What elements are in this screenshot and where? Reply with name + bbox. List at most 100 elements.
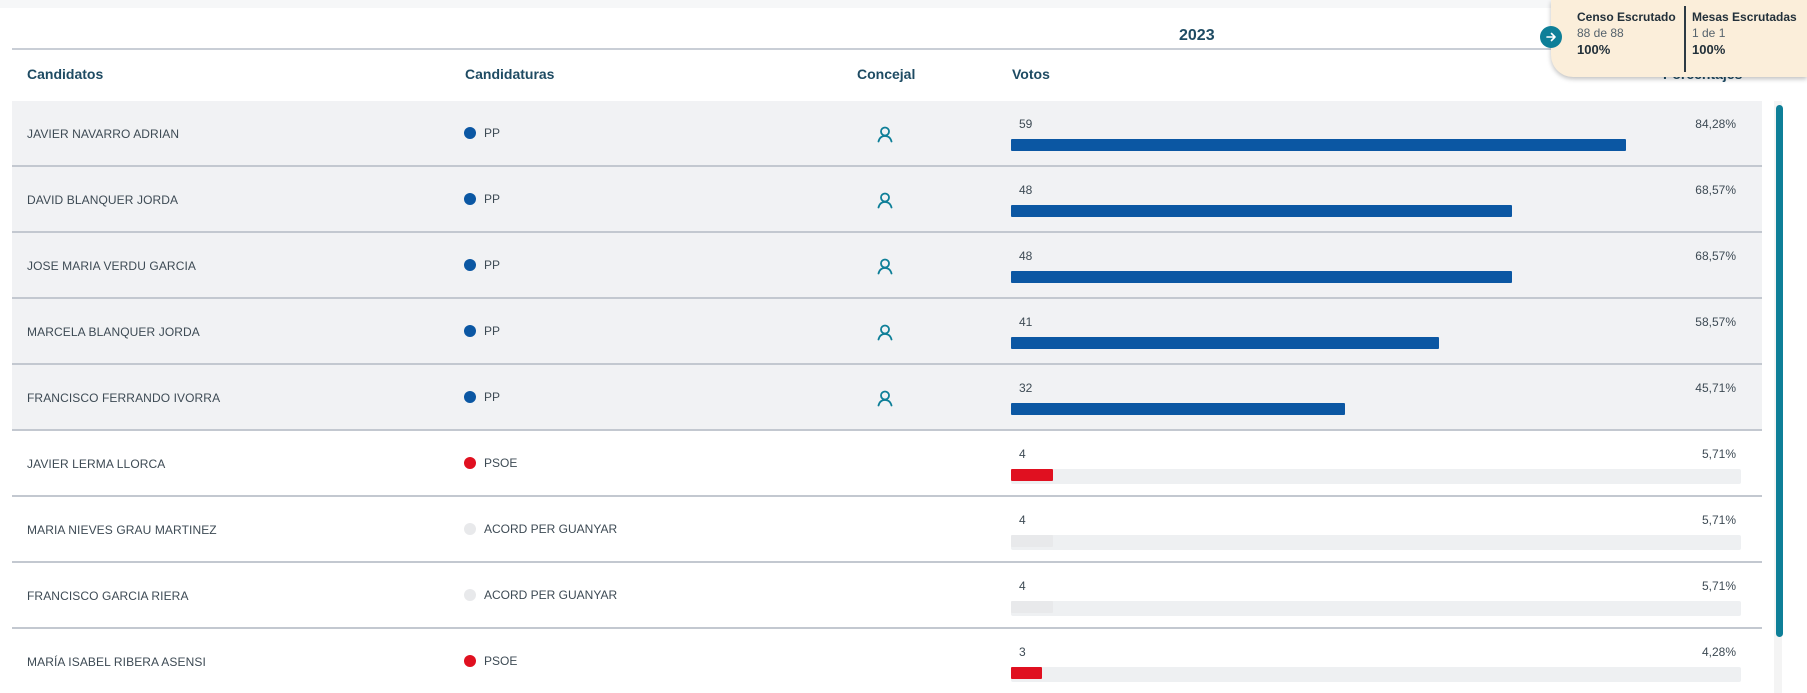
vote-count: 4 [1019, 447, 1026, 461]
party-name: ACORD PER GUANYAR [484, 522, 618, 536]
summary-divider [1684, 6, 1686, 72]
candidate-name: MARCELA BLANQUER JORDA [27, 325, 200, 339]
party-label: ACORD PER GUANYAR [464, 588, 617, 602]
party-label: PP [464, 390, 500, 404]
party-label: PP [464, 126, 500, 140]
table-row: MARCELA BLANQUER JORDA PP 41 58,57% [12, 299, 1762, 365]
vote-percentage: 5,71% [1701, 579, 1736, 593]
year-label: 2023 [1179, 27, 1215, 44]
scrollbar-thumb[interactable] [1776, 105, 1783, 637]
vote-bar-fill [1011, 535, 1053, 547]
year-header: 2023 [12, 25, 1762, 50]
party-name: PP [484, 258, 501, 272]
party-color-dot [464, 457, 476, 469]
party-color-dot [464, 127, 476, 139]
vote-bar-track [1011, 469, 1741, 484]
party-name: PSOE [484, 456, 518, 470]
party-color-dot [464, 193, 476, 205]
vote-count: 32 [1019, 381, 1033, 395]
vote-bar-track [1011, 271, 1741, 286]
party-label: PP [464, 324, 500, 338]
table-row: JOSE MARIA VERDU GARCIA PP 48 68,57% [12, 233, 1762, 299]
vote-count: 3 [1019, 645, 1026, 659]
summary-toggle-button[interactable] [1540, 26, 1562, 48]
vote-bar-fill [1011, 403, 1345, 415]
table-row: JAVIER LERMA LLORCA PSOE 4 5,71% [12, 431, 1762, 497]
table-row: DAVID BLANQUER JORDA PP 48 68,57% [12, 167, 1762, 233]
table-row: JAVIER NAVARRO ADRIAN PP 59 84,28% [12, 101, 1762, 167]
scrutiny-summary-panel: Censo Escrutado 88 de 88 100% Mesas Escr… [1551, 0, 1807, 77]
vote-percentage: 68,57% [1695, 249, 1736, 263]
vote-bar-fill [1011, 337, 1439, 349]
party-label: PP [464, 258, 500, 272]
concejal-person-icon [877, 390, 893, 407]
party-color-dot [464, 589, 476, 601]
censo-count: 88 de 88 [1577, 26, 1624, 40]
candidate-name: JAVIER NAVARRO ADRIAN [27, 127, 180, 141]
header-votos: Votos [1012, 66, 1050, 82]
candidate-name: JOSE MARIA VERDU GARCIA [27, 259, 196, 273]
party-name: PP [484, 390, 501, 404]
arrow-right-icon [1546, 32, 1556, 42]
vote-percentage: 5,71% [1701, 513, 1736, 527]
vote-percentage: 45,71% [1695, 381, 1736, 395]
table-row: MARÍA ISABEL RIBERA ASENSI PSOE 3 4,28% [12, 629, 1762, 693]
vote-bar-track [1011, 205, 1741, 220]
party-label: PSOE [464, 456, 517, 470]
party-name: PP [484, 324, 501, 338]
vote-count: 48 [1019, 183, 1033, 197]
vote-bar-track [1011, 667, 1741, 682]
concejal-person-icon [877, 258, 893, 275]
vote-percentage: 68,57% [1695, 183, 1736, 197]
table-row: FRANCISCO GARCIA RIERA ACORD PER GUANYAR 4… [12, 563, 1762, 629]
vote-bar-track [1011, 601, 1741, 616]
party-name: PP [484, 126, 501, 140]
vote-bar-fill [1011, 601, 1053, 613]
vote-bar-track [1011, 337, 1741, 352]
candidate-name: FRANCISCO GARCIA RIERA [27, 589, 189, 603]
candidate-name: JAVIER LERMA LLORCA [27, 457, 166, 471]
concejal-person-icon [877, 126, 893, 143]
censo-percent: 100% [1577, 42, 1611, 57]
top-strip [0, 0, 1807, 8]
vote-percentage: 5,71% [1701, 447, 1736, 461]
vote-count: 48 [1019, 249, 1033, 263]
censo-block: Censo Escrutado 88 de 88 100% [1577, 10, 1676, 57]
party-color-dot [464, 655, 476, 667]
vote-bar-fill [1011, 469, 1053, 481]
vote-bar-fill [1011, 271, 1512, 283]
vote-bar-track [1011, 139, 1741, 154]
candidate-name: MARÍA ISABEL RIBERA ASENSI [27, 655, 206, 669]
concejal-person-icon [877, 192, 893, 209]
vote-bar-track [1011, 535, 1741, 550]
vote-count: 4 [1019, 513, 1026, 527]
mesas-count: 1 de 1 [1692, 26, 1726, 40]
party-label: PP [464, 192, 500, 206]
party-label: ACORD PER GUANYAR [464, 522, 617, 536]
party-color-dot [464, 325, 476, 337]
party-name: PSOE [484, 654, 518, 668]
vote-percentage: 84,28% [1695, 117, 1736, 131]
mesas-block: Mesas Escrutadas 1 de 1 100% [1692, 10, 1797, 57]
mesas-label: Mesas Escrutadas [1692, 10, 1797, 24]
table-row: MARIA NIEVES GRAU MARTINEZ ACORD PER GUAN… [12, 497, 1762, 563]
vote-bar-fill [1011, 139, 1627, 151]
censo-label: Censo Escrutado [1577, 10, 1676, 24]
table-row: FRANCISCO FERRANDO IVORRA PP 32 45,71% [12, 365, 1762, 431]
party-name: PP [484, 192, 501, 206]
vote-count: 41 [1019, 315, 1033, 329]
vote-count: 59 [1019, 117, 1033, 131]
candidate-name: FRANCISCO FERRANDO IVORRA [27, 391, 221, 405]
header-candidaturas: Candidaturas [465, 66, 555, 82]
vote-count: 4 [1019, 579, 1026, 593]
vote-percentage: 58,57% [1695, 315, 1736, 329]
candidate-name: MARIA NIEVES GRAU MARTINEZ [27, 523, 217, 537]
vote-bar-fill [1011, 667, 1043, 679]
vote-percentage: 4,28% [1701, 645, 1736, 659]
party-label: PSOE [464, 654, 517, 668]
concejal-person-icon [877, 324, 893, 341]
party-name: ACORD PER GUANYAR [484, 588, 618, 602]
vote-bar-fill [1011, 205, 1512, 217]
header-candidatos: Candidatos [27, 66, 104, 82]
candidate-name: DAVID BLANQUER JORDA [27, 193, 179, 207]
